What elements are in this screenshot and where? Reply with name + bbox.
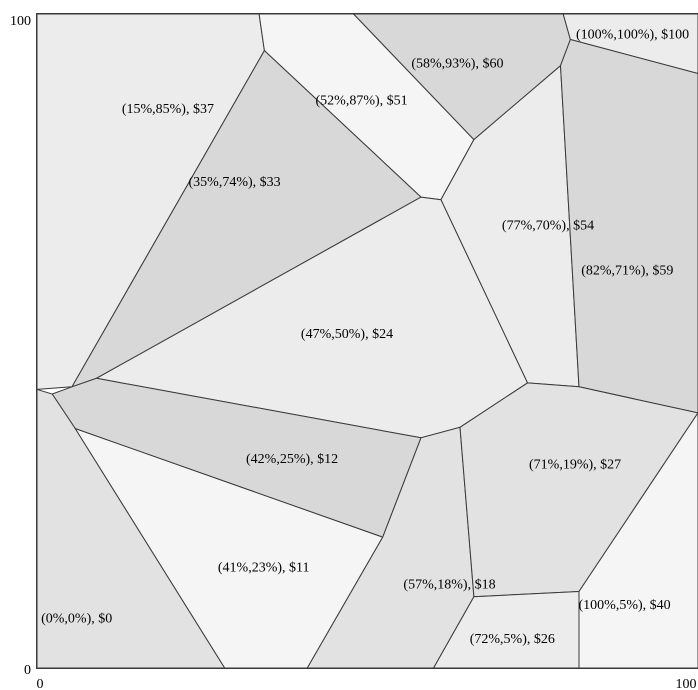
cell-label: (77%,70%), $54 — [502, 219, 594, 234]
cell-label: (100%,100%), $100 — [576, 28, 689, 43]
x-tick-max: 100 — [676, 677, 697, 690]
cell-label: (71%,19%), $27 — [529, 457, 621, 472]
cell-label: (41%,23%), $11 — [218, 561, 310, 576]
cell-label: (82%,71%), $59 — [581, 264, 673, 279]
labels-layer: (15%,85%), $37 (52%,87%), $51 (58%,93%), $… — [41, 28, 689, 647]
cells-layer — [36, 13, 698, 669]
y-tick-max: 100 — [10, 14, 31, 29]
cell-label: (42%,25%), $12 — [246, 452, 338, 467]
plot-frame — [36, 13, 698, 669]
cell-label: (72%,5%), $26 — [470, 632, 555, 647]
x-tick-min: 0 — [37, 677, 44, 690]
y-tick-min: 0 — [24, 663, 31, 678]
cell-label: (15%,85%), $37 — [122, 102, 214, 117]
cell-label: (58%,93%), $60 — [411, 56, 503, 71]
cell-label: (35%,74%), $33 — [189, 175, 281, 190]
cell-label: (57%,18%), $18 — [403, 578, 495, 593]
cell-label: (52%,87%), $51 — [316, 94, 408, 109]
cell-label: (100%,5%), $40 — [579, 598, 671, 613]
cell-label: (0%,0%), $0 — [41, 612, 112, 627]
cell-label: (47%,50%), $24 — [301, 327, 393, 342]
